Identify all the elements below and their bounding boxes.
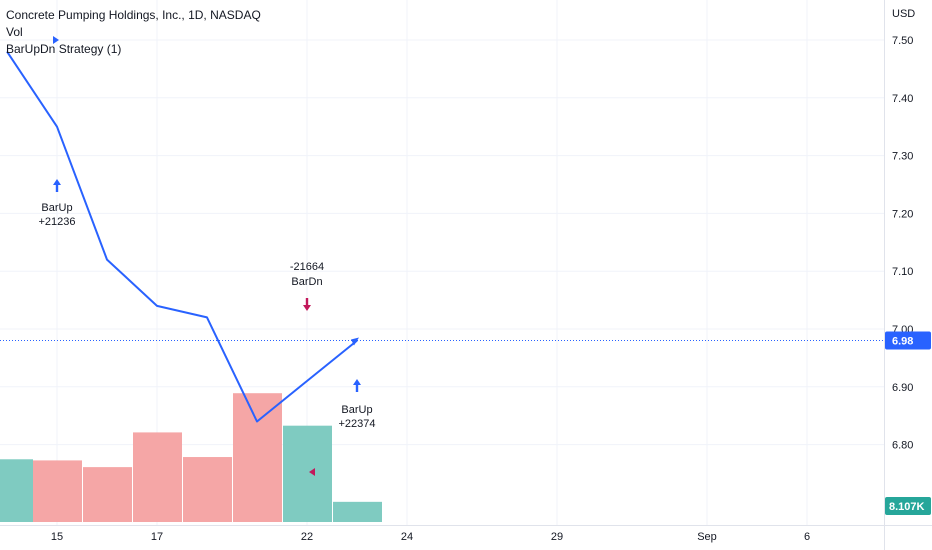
- barup-signal-1-label-2: +21236: [38, 216, 75, 228]
- bardn-signal-label-2: BarDn: [291, 276, 322, 288]
- time-tick-label: 24: [401, 531, 413, 543]
- price-tick-label: 6.90: [892, 382, 913, 394]
- time-tick-label: Sep: [697, 531, 717, 543]
- volume-bar: [333, 501, 382, 522]
- volume-bar: [183, 457, 232, 522]
- time-tick-label: 6: [804, 531, 810, 543]
- volume-indicator-label[interactable]: Vol: [6, 25, 23, 39]
- volume-bar: [283, 425, 332, 522]
- bardn-signal-arrow-icon: [303, 298, 311, 311]
- time-tick-label: 22: [301, 531, 313, 543]
- barup-signal-2-label-1: BarUp: [341, 404, 372, 416]
- volume-bar: [0, 459, 33, 522]
- barup-signal-2-label-2: +22374: [338, 418, 375, 430]
- entry-marker-icon: [53, 36, 59, 44]
- price-tick-label: 7.50: [892, 35, 913, 47]
- bardn-signal-label-1: -21664: [290, 261, 324, 273]
- last-price-label: 6.98: [892, 336, 913, 348]
- time-tick-label: 29: [551, 531, 563, 543]
- time-tick-label: 15: [51, 531, 63, 543]
- price-line[interactable]: [6, 51, 358, 423]
- price-tick-label: 7.10: [892, 266, 913, 278]
- exit-marker-icon: [309, 468, 315, 476]
- volume-value-label: 8.107K: [889, 501, 925, 513]
- volume-bar: [83, 467, 132, 522]
- currency-label: USD: [892, 8, 915, 20]
- chart-legend: Concrete Pumping Holdings, Inc., 1D, NAS…: [6, 7, 261, 58]
- line-end-arrow: [351, 337, 359, 346]
- strategy-indicator-label[interactable]: BarUpDn Strategy (1): [6, 42, 122, 56]
- barup-signal-2-arrow-icon: [353, 379, 361, 392]
- volume-badge[interactable]: [885, 497, 931, 515]
- price-tick-label: 7.30: [892, 151, 913, 163]
- barup-signal-1-arrow-icon: [53, 179, 61, 192]
- volume-bar: [233, 393, 282, 522]
- volume-bar: [133, 432, 182, 522]
- symbol-title[interactable]: Concrete Pumping Holdings, Inc., 1D, NAS…: [6, 8, 261, 22]
- price-tick-label: 7.20: [892, 208, 913, 220]
- last-price-badge[interactable]: [885, 331, 931, 350]
- volume-bar: [33, 460, 82, 522]
- price-tick-label: 7.40: [892, 93, 913, 105]
- barup-signal-1-label-1: BarUp: [41, 202, 72, 214]
- time-tick-label: 17: [151, 531, 163, 543]
- price-tick-label: 6.80: [892, 440, 913, 452]
